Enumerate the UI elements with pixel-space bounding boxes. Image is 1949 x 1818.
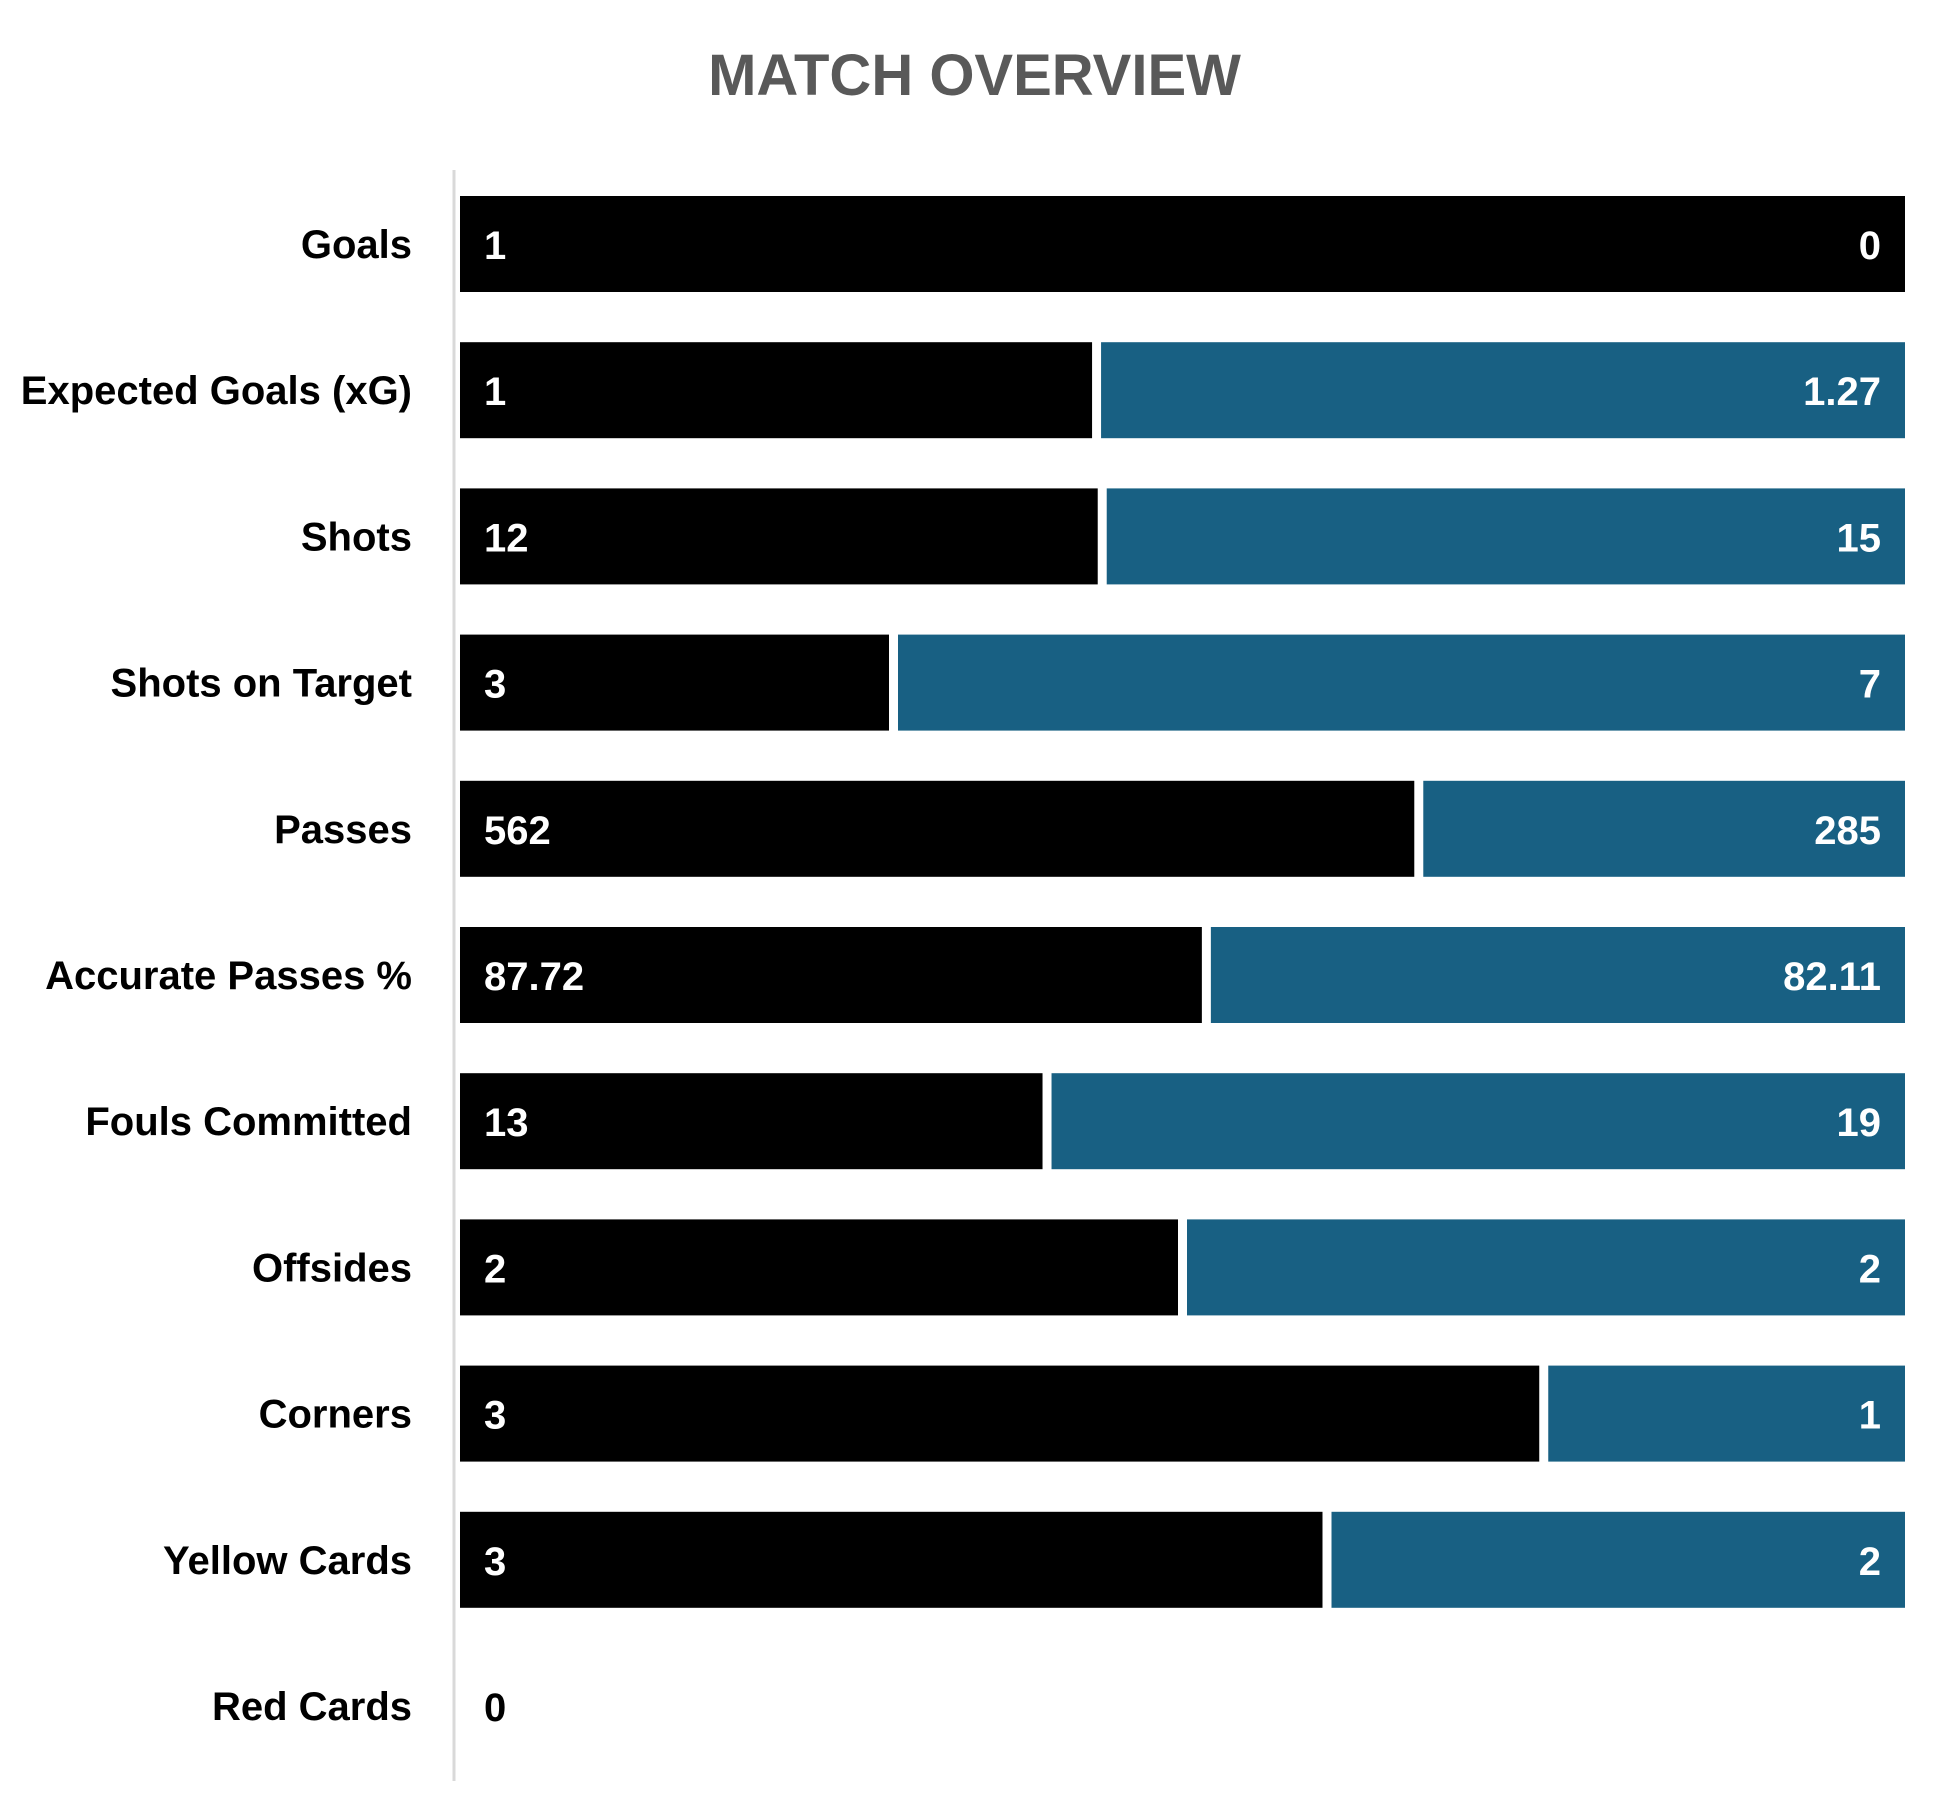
bar-series-1 (460, 927, 1202, 1023)
data-label-series-1: 0 (484, 1686, 506, 1730)
bar-series-2 (1210, 927, 1905, 1023)
category-label: Red Cards (212, 1685, 412, 1729)
category-label: Yellow Cards (163, 1539, 412, 1583)
data-label-series-2: 1 (1859, 1394, 1881, 1438)
data-label-series-1: 3 (484, 1394, 506, 1438)
category-label: Corners (259, 1393, 412, 1437)
category-label: Fouls Committed (85, 1100, 412, 1144)
data-label-series-2: 1.27 (1803, 370, 1881, 414)
category-label: Accurate Passes % (45, 954, 412, 998)
data-label-series-1: 13 (484, 1101, 529, 1145)
bar-series-2 (1106, 488, 1905, 585)
data-label-series-2: 15 (1837, 516, 1882, 560)
bar-series-1 (460, 488, 1098, 585)
category-label: Offsides (252, 1246, 412, 1290)
bar-series-1 (460, 780, 1415, 877)
data-label-series-2: 285 (1814, 809, 1881, 853)
category-label: Expected Goals (xG) (21, 369, 412, 413)
data-label-series-2: 2 (1859, 1540, 1881, 1584)
data-label-series-2: 19 (1837, 1101, 1882, 1145)
data-label-series-2: 0 (1859, 224, 1881, 268)
data-label-series-1: 12 (484, 516, 529, 560)
bar-series-2 (1331, 1511, 1905, 1608)
bar-series-1 (460, 1219, 1178, 1316)
bar-series-2 (1423, 780, 1905, 877)
bar-series-2 (1101, 342, 1905, 439)
data-label-series-2: 2 (1859, 1247, 1881, 1291)
category-label: Shots on Target (111, 662, 412, 706)
data-label-series-1: 87.72 (484, 955, 584, 999)
bar-series-2 (1548, 1365, 1905, 1462)
data-label-series-2: 82.11 (1783, 955, 1881, 999)
bar-series-1 (460, 634, 889, 731)
bar-series-1 (460, 196, 1905, 292)
bar-series-1 (460, 1511, 1323, 1608)
data-label-series-1: 562 (484, 809, 551, 853)
bar-series-2 (1187, 1219, 1905, 1316)
bar-series-1 (460, 1073, 1043, 1170)
bar-series-1 (460, 342, 1093, 439)
category-label: Goals (301, 223, 412, 267)
chart-title: MATCH OVERVIEW (708, 43, 1241, 108)
bar-series-1 (460, 1365, 1540, 1462)
category-label: Passes (274, 808, 412, 852)
data-label-series-1: 1 (484, 224, 506, 268)
bar-series-2 (1051, 1073, 1905, 1170)
data-label-series-1: 3 (484, 1540, 506, 1584)
data-label-series-2: 7 (1859, 663, 1881, 707)
data-label-series-1: 3 (484, 663, 506, 707)
data-label-series-1: 1 (484, 370, 506, 414)
data-label-series-1: 2 (484, 1247, 506, 1291)
category-label: Shots (301, 515, 412, 559)
bar-series-2 (898, 634, 1905, 731)
